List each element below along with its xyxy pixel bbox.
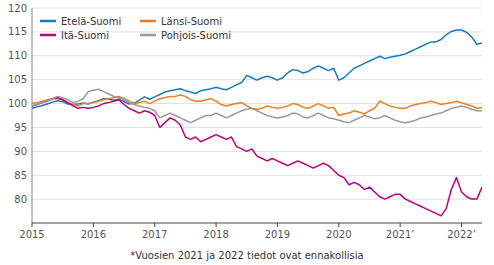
grid-line <box>32 127 482 128</box>
x-tick <box>400 223 401 227</box>
legend: Etelä-Suomi Länsi-Suomi Itä-Suomi Pohjois-S… <box>40 16 231 41</box>
footnote: *Vuosien 2021 ja 2022 tiedot ovat ennako… <box>130 250 363 261</box>
legend-label: Pohjois-Suomi <box>161 30 231 41</box>
y-tick-label: 95 <box>14 122 27 133</box>
x-tick <box>32 223 33 227</box>
x-tick <box>93 223 94 227</box>
y-tick-label: 120 <box>8 3 27 14</box>
series-line <box>32 89 482 122</box>
legend-label: Itä-Suomi <box>61 30 109 41</box>
x-tick <box>277 223 278 227</box>
y-tick-label: 90 <box>14 146 27 157</box>
x-tick-label: 2021’ <box>386 229 415 240</box>
legend-label: Länsi-Suomi <box>161 16 222 27</box>
grid-line <box>32 175 482 176</box>
grid-line <box>32 199 482 200</box>
x-tick-label: 2018 <box>203 229 228 240</box>
x-tick-label: 2017 <box>142 229 167 240</box>
legend-label: Etelä-Suomi <box>61 16 121 27</box>
x-tick-label: 2019 <box>265 229 290 240</box>
grid-line <box>32 103 482 104</box>
series-line <box>32 98 482 216</box>
legend-swatch <box>40 34 56 37</box>
legend-swatch <box>40 20 56 23</box>
x-axis-line <box>32 223 482 224</box>
x-tick <box>216 223 217 227</box>
y-tick-label: 110 <box>8 50 27 61</box>
grid-line <box>32 8 482 9</box>
y-tick-label: 100 <box>8 98 27 109</box>
x-tick <box>338 223 339 227</box>
grid-line <box>32 151 482 152</box>
y-tick-label: 80 <box>14 194 27 205</box>
lines <box>32 30 482 216</box>
x-tick-label: 2016 <box>81 229 106 240</box>
y-tick-label: 105 <box>8 74 27 85</box>
series-line <box>32 30 482 108</box>
x-tick-label: 2022’ <box>447 229 476 240</box>
x-tick <box>154 223 155 227</box>
chart: 80 85 90 95 100 105 110 115 120 2015 2016 2017 2018 2… <box>0 0 494 265</box>
y-tick-label: 85 <box>14 170 27 181</box>
x-tick <box>461 223 462 227</box>
legend-swatch <box>140 34 156 37</box>
y-tick-label: 115 <box>8 26 27 37</box>
y-axis-line <box>32 8 33 223</box>
legend-swatch <box>140 20 156 23</box>
x-tick-label: 2020 <box>326 229 351 240</box>
grid <box>32 8 482 199</box>
grid-line <box>32 55 482 56</box>
x-tick-label: 2015 <box>19 229 44 240</box>
